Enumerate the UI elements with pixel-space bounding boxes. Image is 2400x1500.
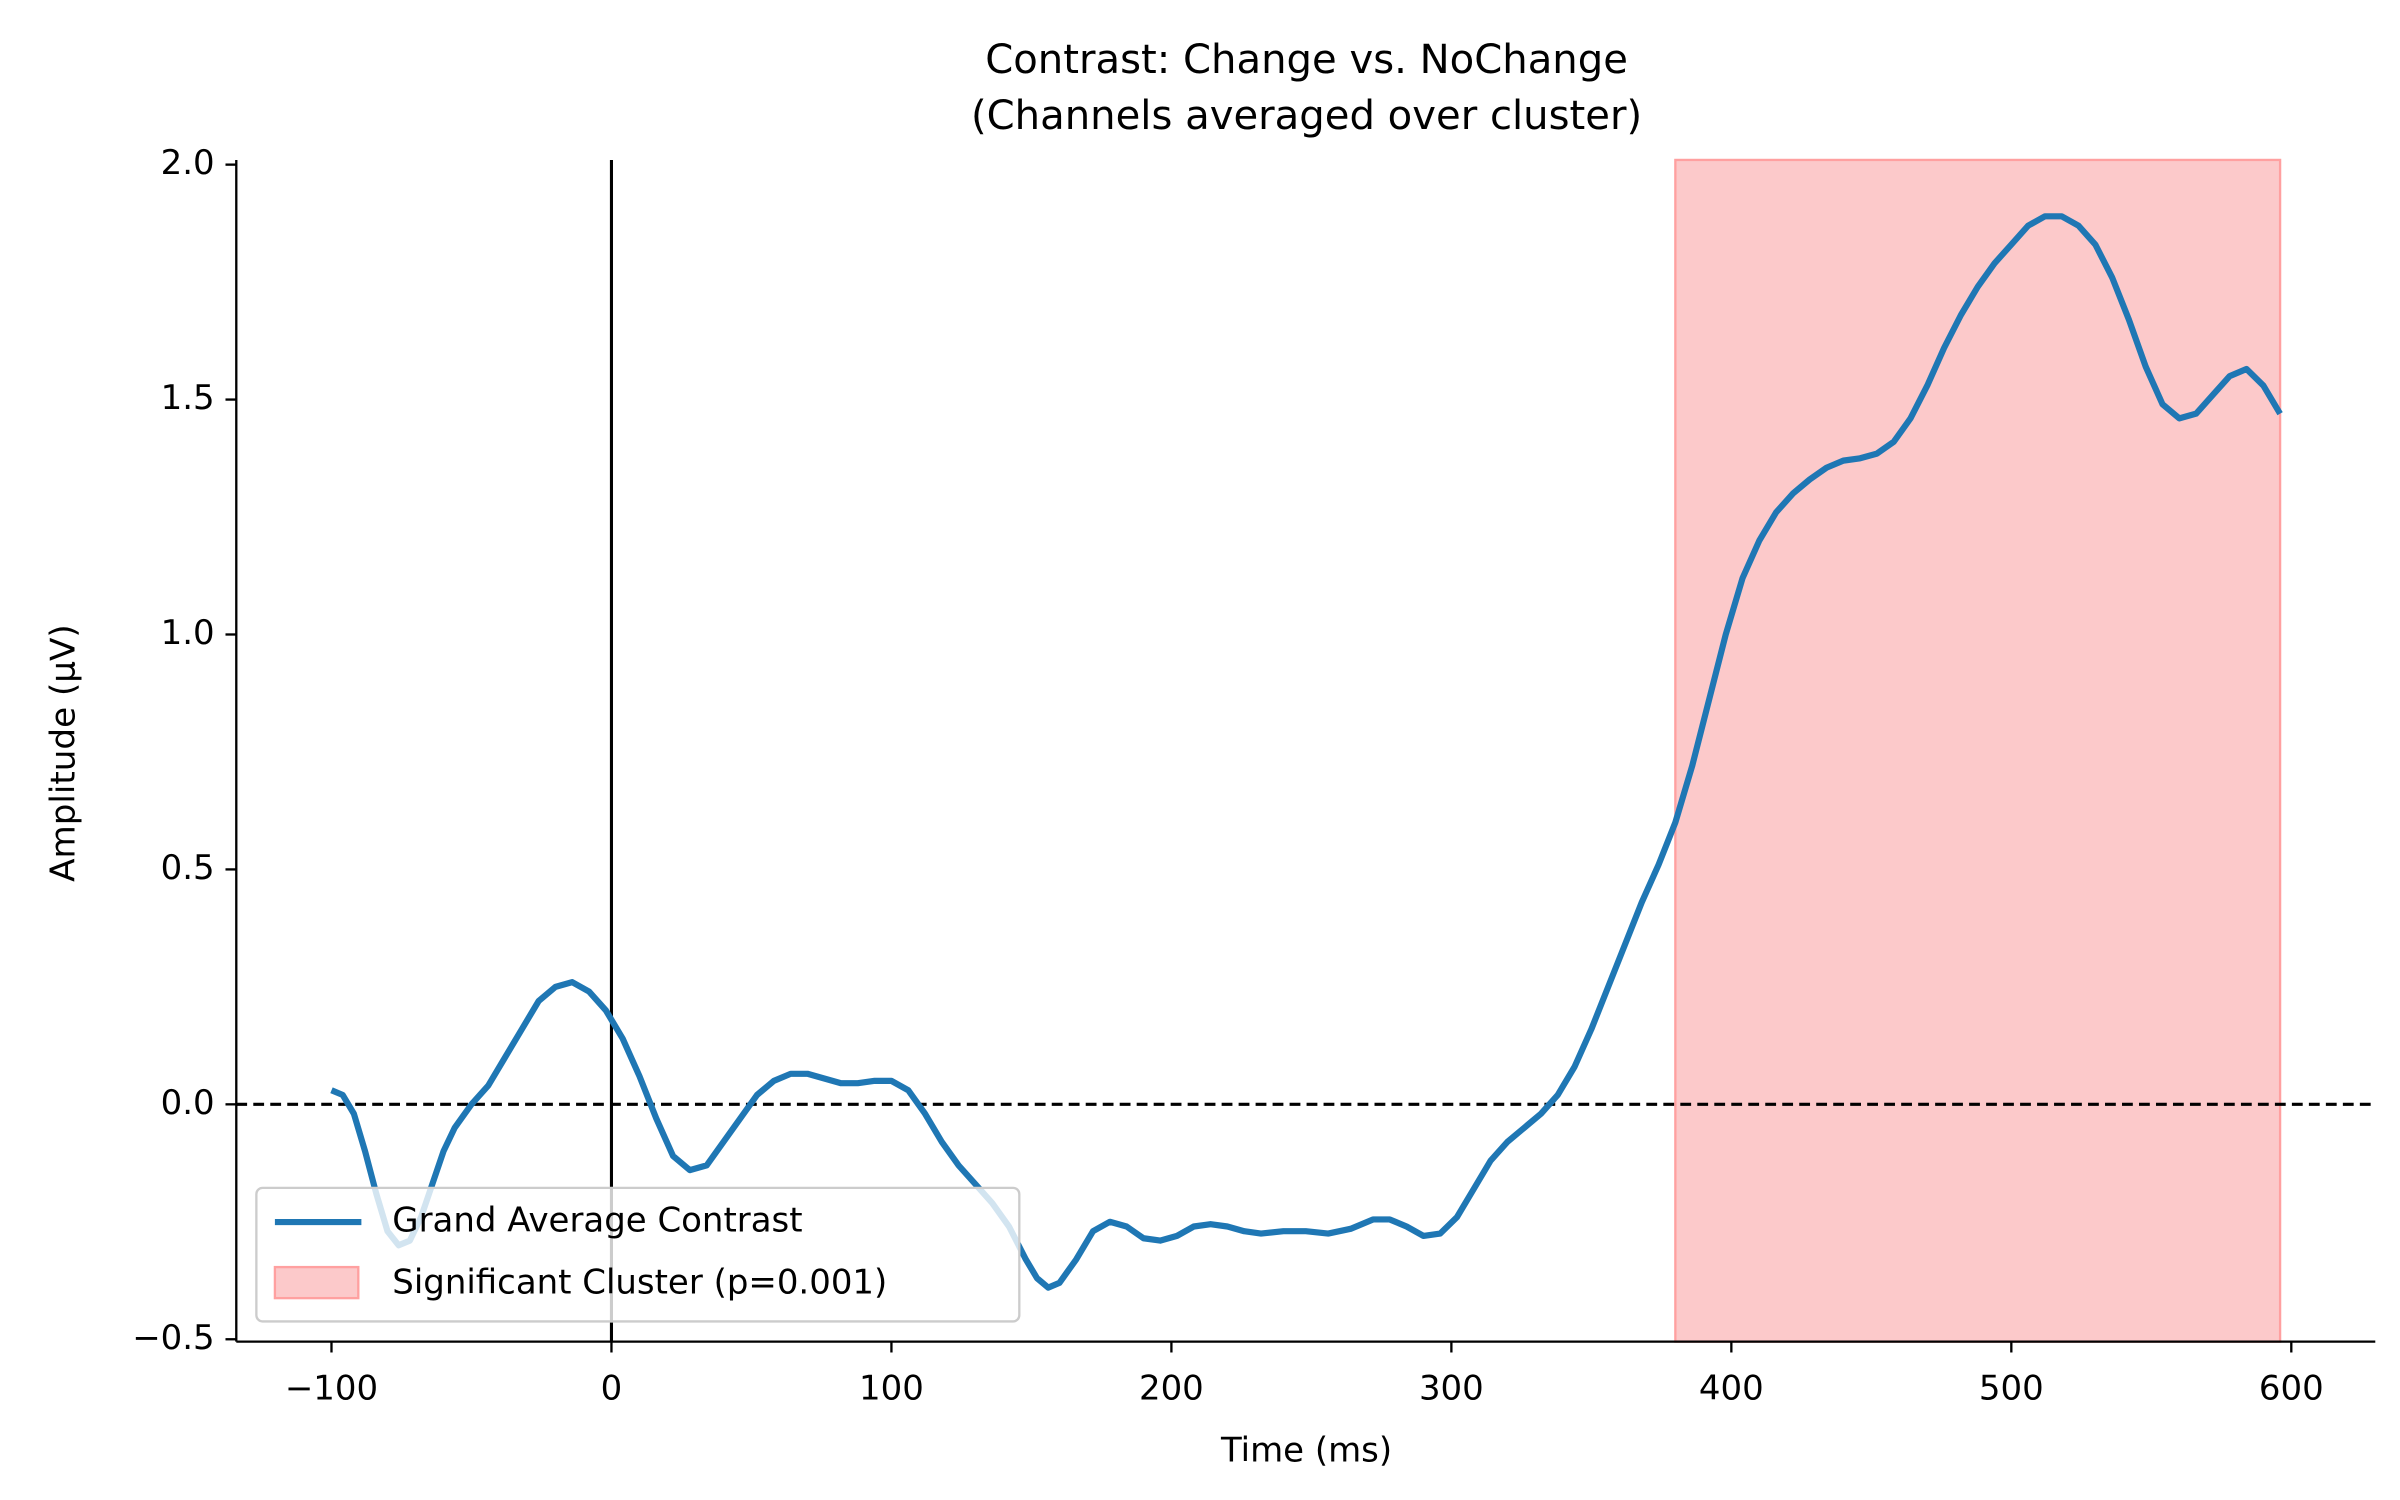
legend-span-swatch (273, 1265, 360, 1300)
y-tick-label: −0.5 (132, 1318, 214, 1358)
data-line (330, 213, 2283, 1291)
y-tick-label: 2.0 (161, 143, 215, 183)
x-tick-label: 200 (1139, 1368, 1204, 1408)
chart-subtitle: (Channels averaged over cluster) (971, 93, 1642, 139)
significant-cluster (1674, 158, 2282, 1343)
x-tick-label: 0 (601, 1368, 623, 1408)
legend-label: Grand Average Contrast (392, 1200, 802, 1240)
x-tick-label: −100 (285, 1368, 378, 1408)
y-tick-label: 1.0 (161, 613, 215, 653)
y-tick-label: 0.5 (161, 848, 215, 888)
chart-title: Contrast: Change vs. NoChange (985, 37, 1628, 83)
legend-label: Significant Cluster (p=0.001) (392, 1263, 887, 1303)
y-axis-label: Amplitude (µV) (43, 624, 83, 882)
y-tick-label: 0.0 (161, 1083, 215, 1123)
x-tick-label: 500 (1979, 1368, 2044, 1408)
x-tick-label: 400 (1699, 1368, 1764, 1408)
x-tick-label: 300 (1419, 1368, 1484, 1408)
y-tick-label: 1.5 (161, 378, 215, 418)
x-tick-label: 100 (859, 1368, 924, 1408)
x-tick-label: 600 (2259, 1368, 2324, 1408)
legend-box (255, 1186, 1021, 1323)
x-axis-label: Time (ms) (1220, 1430, 1392, 1470)
